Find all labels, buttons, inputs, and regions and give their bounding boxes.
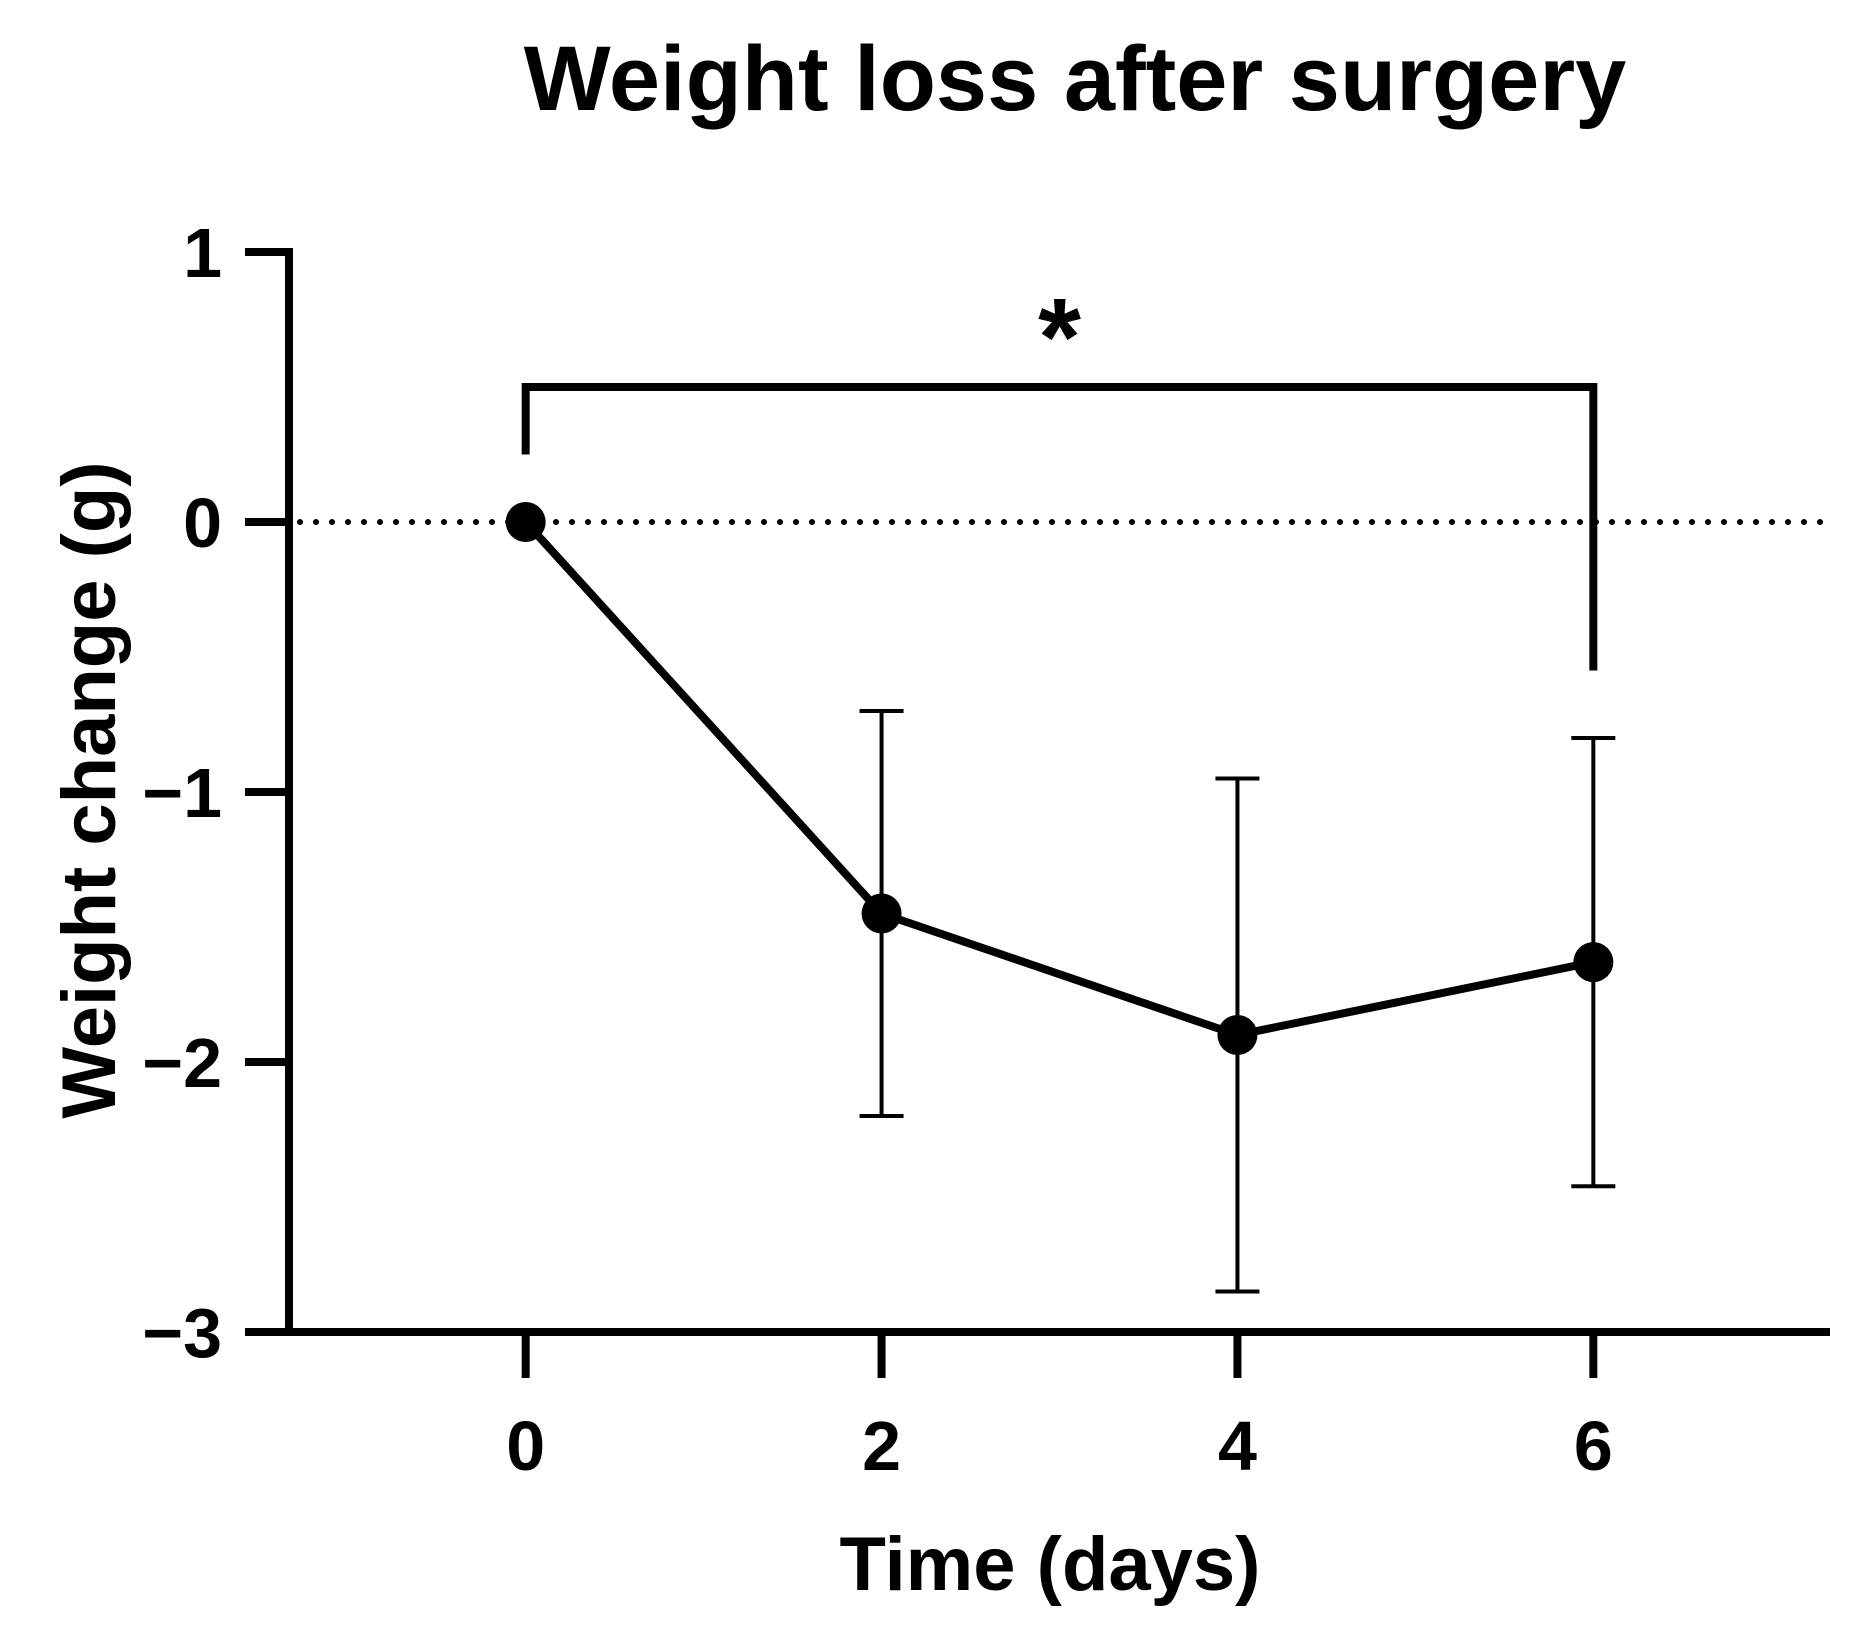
y-tick-label: −1 <box>142 754 222 832</box>
y-axis-ticks: 1 0 −1 −2 −3 <box>142 214 289 1372</box>
error-bars <box>859 709 1616 1294</box>
y-tick-label: −2 <box>142 1024 222 1102</box>
y-axis-title: Weight change (g) <box>47 461 132 1118</box>
series-line <box>522 519 1595 1039</box>
data-series <box>505 502 1614 1055</box>
x-axis-title: Time (days) <box>840 1522 1261 1607</box>
x-tick-label: 2 <box>862 1407 901 1485</box>
y-tick-label: 0 <box>183 484 222 562</box>
y-tick-label: 1 <box>183 214 222 292</box>
significance-asterisk: * <box>1038 276 1081 399</box>
x-tick-label: 0 <box>506 1407 545 1485</box>
x-axis-ticks: 0 2 4 6 <box>506 1332 1613 1485</box>
significance-bar <box>521 383 1598 671</box>
x-tick-label: 4 <box>1218 1407 1257 1485</box>
data-point <box>861 893 902 934</box>
significance-bracket: * <box>521 276 1598 671</box>
x-tick-label: 6 <box>1574 1407 1613 1485</box>
y-tick-label: −3 <box>142 1294 222 1372</box>
data-point <box>505 502 546 542</box>
data-point <box>1573 942 1614 983</box>
chart-title: Weight loss after surgery <box>524 28 1627 130</box>
data-point <box>1217 1015 1258 1055</box>
